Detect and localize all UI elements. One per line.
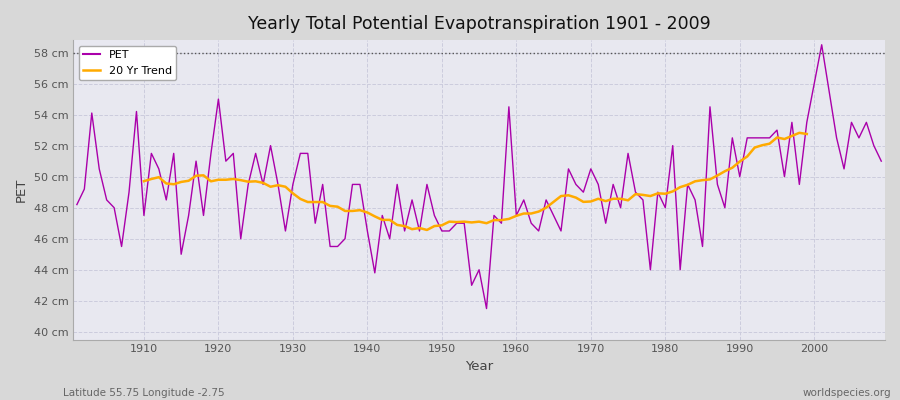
Legend: PET, 20 Yr Trend: PET, 20 Yr Trend	[78, 46, 176, 80]
Text: worldspecies.org: worldspecies.org	[803, 388, 891, 398]
Title: Yearly Total Potential Evapotranspiration 1901 - 2009: Yearly Total Potential Evapotranspiratio…	[248, 15, 710, 33]
Text: Latitude 55.75 Longitude -2.75: Latitude 55.75 Longitude -2.75	[63, 388, 225, 398]
X-axis label: Year: Year	[465, 360, 493, 373]
Y-axis label: PET: PET	[15, 178, 28, 202]
